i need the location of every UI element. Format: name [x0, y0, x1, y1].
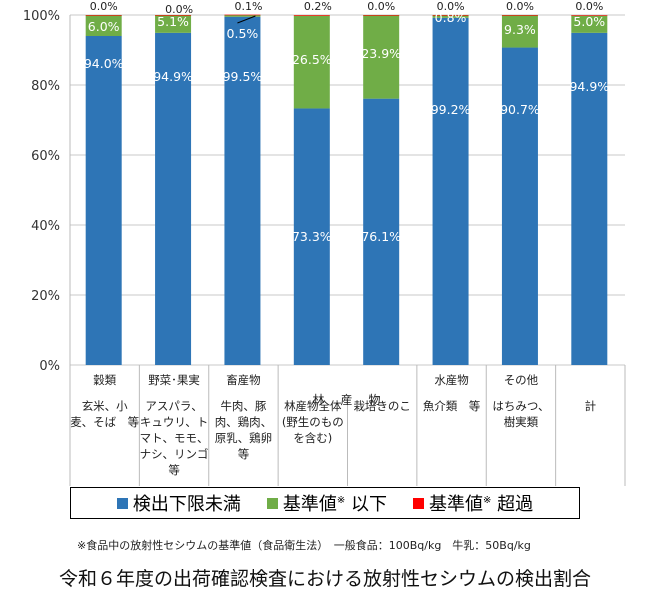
- bar-segment-2: [501, 15, 538, 16]
- data-label: 0.0%: [165, 3, 193, 16]
- category-head: [556, 372, 625, 388]
- category-head: [278, 372, 347, 388]
- category-head: 畜産物: [226, 373, 261, 387]
- data-label: 5.0%: [573, 14, 605, 29]
- category-detail: 魚介類 等: [422, 399, 481, 413]
- legend-swatch: [266, 497, 278, 509]
- legend-sup: ※: [483, 495, 492, 506]
- bar-segment-0: [293, 108, 330, 365]
- legend-item-over-standard: 基準値※ 超過: [413, 490, 533, 516]
- bar-segment-1: [571, 15, 608, 33]
- data-label: 73.3%: [292, 229, 332, 244]
- legend-label: 検出下限未満: [132, 494, 241, 515]
- legend-sup: ※: [336, 495, 346, 506]
- category-label: その他はちみつ、 樹実類: [486, 372, 555, 430]
- category-detail: 牛肉、豚 肉、鶏肉、 原乳、鶏卵 等: [214, 399, 273, 461]
- category-head: 穀類: [93, 373, 117, 387]
- category-group-header: 林 産 物: [312, 392, 382, 407]
- data-label: 99.5%: [223, 69, 263, 84]
- data-label: 0.0%: [90, 0, 118, 13]
- category-head: [348, 372, 417, 388]
- category-label: 計: [556, 372, 625, 414]
- category-detail: 林産物全体 (野生のもの を含む): [281, 399, 344, 445]
- data-label: 94.9%: [153, 69, 193, 84]
- data-label: 6.0%: [88, 19, 120, 34]
- bar-segment-2: [155, 15, 192, 16]
- category-head: 水産物: [434, 373, 469, 387]
- data-label: 90.7%: [500, 102, 540, 117]
- y-tick-label: 100%: [23, 9, 60, 24]
- legend-label: 基準値: [282, 494, 337, 515]
- legend: 検出下限未満 基準値※ 以下 基準値※ 超過: [70, 487, 580, 519]
- legend-item-below-detection: 検出下限未満: [116, 490, 241, 516]
- legend-item-below-standard: 基準値※ 以下: [266, 490, 387, 516]
- footnote: ※食品中の放射性セシウムの基準値（食品衛生法） 一般食品：100Bq/kg 牛乳…: [77, 539, 531, 552]
- data-label: 0.0%: [575, 0, 603, 13]
- legend-tail: 超過: [491, 494, 534, 515]
- data-label: 76.1%: [361, 229, 401, 244]
- data-label: 0.1%: [234, 0, 262, 13]
- y-tick-label: 60%: [31, 149, 60, 164]
- legend-swatch: [116, 497, 128, 509]
- category-detail: アスパラ、 キュウリ、ト マト、モモ、 ナシ、リンゴ 等: [139, 399, 209, 477]
- y-tick-label: 20%: [31, 289, 60, 304]
- data-label: 0.0%: [367, 0, 395, 13]
- bar-segment-1: [224, 15, 261, 17]
- bar-segment-1: [293, 15, 330, 109]
- bar-segment-2: [224, 14, 261, 16]
- data-label: 0.5%: [227, 26, 259, 41]
- legend-label: 基準値: [429, 494, 483, 515]
- bar-segment-2: [85, 15, 122, 16]
- bar-segment-0: [571, 32, 608, 365]
- data-label: 0.0%: [506, 0, 534, 13]
- bar-segment-2: [363, 15, 400, 16]
- bar-segment-1: [501, 15, 538, 48]
- bar-segment-0: [363, 98, 400, 366]
- bar-segment-1: [432, 15, 469, 18]
- category-label: 穀類玄米、小 麦、そば 等: [70, 372, 139, 430]
- category-detail: はちみつ、 樹実類: [492, 399, 550, 429]
- data-label: 94.0%: [84, 56, 124, 71]
- data-label: 23.9%: [361, 46, 401, 61]
- category-head: 野菜･果実: [148, 373, 200, 387]
- chart-title: 令和６年度の出荷確認検査における放射性セシウムの検出割合: [58, 568, 591, 590]
- data-label: 0.8%: [435, 10, 467, 25]
- legend-tail: 以下: [345, 494, 387, 515]
- category-label: 林産物全体 (野生のもの を含む): [278, 372, 347, 446]
- bar-segment-0: [85, 36, 122, 365]
- data-label: 94.9%: [569, 79, 609, 94]
- bar-segment-0: [155, 32, 192, 365]
- category-label: 栽培きのこ: [348, 372, 417, 414]
- category-label: 水産物 魚介類 等: [417, 372, 486, 414]
- bar-segment-2: [293, 15, 330, 16]
- y-tick-label: 0%: [39, 359, 60, 374]
- y-tick-label: 80%: [31, 79, 60, 94]
- category-detail: 玄米、小 麦、そば 等: [70, 399, 140, 429]
- bar-segment-1: [85, 15, 122, 36]
- data-label: 5.1%: [157, 14, 189, 29]
- plot-area: 0% 20% 40% 60% 80% 100% 94.0% 6.0% 0.0% 94.9% 5.1%…: [23, 0, 626, 486]
- bar-segment-2: [571, 15, 608, 16]
- y-tick-label: 40%: [31, 219, 60, 234]
- data-label: 0.0%: [437, 0, 465, 13]
- category-detail: 計: [584, 399, 597, 413]
- data-label: 99.2%: [431, 102, 471, 117]
- bar-segment-0: [432, 17, 469, 366]
- category-label: 畜産物牛肉、豚 肉、鶏肉、 原乳、鶏卵 等: [209, 372, 278, 462]
- data-label: 9.3%: [504, 22, 536, 37]
- bar-segment-1: [155, 15, 192, 33]
- leader-line: [237, 15, 256, 24]
- bar-segment-2: [432, 15, 469, 16]
- category-label: 野菜･果実アスパラ、 キュウリ、ト マト、モモ、 ナシ、リンゴ 等: [139, 372, 209, 478]
- bar-segment-0: [501, 47, 538, 366]
- category-head: その他: [503, 373, 539, 387]
- data-label: 0.2%: [304, 0, 332, 13]
- bar-segment-0: [224, 16, 261, 365]
- legend-swatch: [413, 497, 424, 509]
- category-detail: 栽培きのこ: [353, 399, 411, 413]
- data-label: 26.5%: [292, 52, 332, 67]
- bar-segment-1: [363, 15, 400, 99]
